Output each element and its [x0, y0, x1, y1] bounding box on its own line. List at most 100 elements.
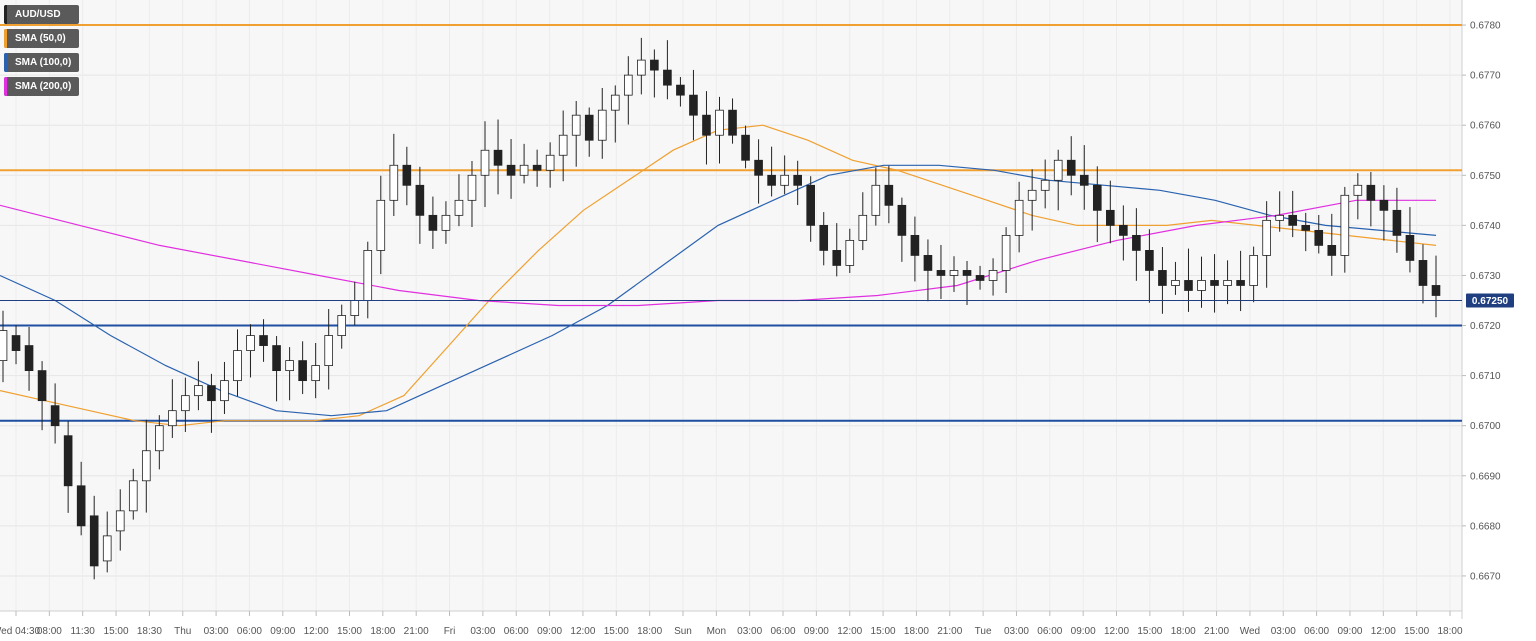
candle: [480, 121, 490, 208]
candle: [1119, 205, 1128, 261]
candle-body: [663, 69, 672, 86]
candle: [194, 361, 203, 411]
x-tick-label: 09:00: [537, 626, 562, 637]
y-tick-label: 0.6690: [1470, 471, 1501, 482]
candle: [597, 87, 607, 159]
candle: [663, 40, 672, 100]
candle: [519, 143, 529, 184]
candle: [337, 304, 347, 349]
x-tick-label: 03:00: [1271, 626, 1296, 637]
candle-body: [728, 109, 737, 136]
candle: [741, 125, 750, 169]
x-tick-label: 08:00: [37, 626, 62, 637]
legend-swatch: [4, 5, 7, 24]
candle-body: [1379, 199, 1389, 211]
candle-body: [1353, 184, 1363, 196]
x-tick-label: 15:00: [604, 626, 629, 637]
x-tick-label: 18:00: [370, 626, 395, 637]
y-tick-label: 0.6700: [1470, 421, 1501, 432]
candle: [1001, 227, 1011, 293]
x-tick-label: 15:00: [337, 626, 362, 637]
candle: [1262, 201, 1271, 288]
candle-body: [0, 330, 8, 361]
candle-body: [493, 149, 503, 166]
candle: [1353, 173, 1363, 220]
candle-body: [376, 199, 386, 251]
candle-body: [1366, 184, 1376, 201]
candle: [428, 196, 438, 249]
candle-body: [363, 250, 373, 301]
candle: [806, 176, 815, 242]
x-tick-label: Tue: [975, 626, 992, 637]
legend-item[interactable]: SMA (50,0): [4, 29, 80, 48]
x-tick-label: 18:30: [137, 626, 162, 637]
candle-body: [754, 159, 763, 176]
candle: [0, 310, 8, 383]
candle-body: [1027, 189, 1037, 201]
legend-item[interactable]: SMA (200,0): [4, 77, 80, 96]
legend-item[interactable]: AUD/USD: [4, 5, 80, 24]
x-tick-label: 12:00: [837, 626, 862, 637]
candle-body: [128, 480, 138, 512]
candle-body: [24, 345, 34, 372]
candle: [702, 91, 711, 165]
candle: [936, 244, 946, 299]
candle: [1340, 186, 1350, 273]
candle-body: [910, 234, 920, 256]
x-tick-label: Mon: [707, 626, 726, 637]
sma-line: [0, 164, 1437, 417]
legend-item[interactable]: SMA (100,0): [4, 53, 80, 72]
x-tick-label: 21:00: [404, 626, 429, 637]
candle: [220, 361, 229, 414]
x-tick-label: 03:00: [1004, 626, 1029, 637]
plot-background: [0, 0, 1462, 611]
candle-body: [1145, 250, 1154, 271]
candle-body: [793, 174, 802, 186]
candle: [311, 342, 320, 399]
x-tick-label: 18:00: [1437, 626, 1462, 637]
candle-body: [897, 204, 907, 236]
candle: [1092, 166, 1102, 243]
candle: [1027, 169, 1037, 231]
x-tick-label: Sun: [674, 626, 692, 637]
candle-body: [415, 184, 425, 216]
candle: [754, 139, 763, 204]
candle-body: [571, 114, 581, 136]
candle: [155, 415, 164, 470]
candle: [897, 197, 907, 262]
x-tick-label: 18:00: [637, 626, 662, 637]
candle-body: [819, 224, 829, 251]
candle-body: [962, 270, 972, 276]
candle: [650, 49, 659, 98]
candle-body: [936, 270, 946, 276]
candle-body: [115, 510, 125, 532]
candle-body: [1314, 229, 1324, 246]
candle: [767, 146, 776, 197]
candle: [259, 319, 268, 362]
candle: [610, 85, 620, 143]
candle: [102, 511, 112, 573]
candle-body: [1340, 194, 1350, 256]
candle-body: [884, 184, 894, 206]
candle-body: [1210, 280, 1219, 286]
candle: [233, 329, 242, 397]
candle-body: [741, 134, 750, 161]
candle: [1197, 256, 1206, 308]
candle-body: [324, 335, 333, 366]
candle-body: [1092, 184, 1102, 211]
y-tick-label: 0.6710: [1470, 371, 1501, 382]
candle: [493, 119, 503, 195]
candle-body: [181, 395, 190, 412]
candle-body: [402, 164, 412, 186]
candle-body: [650, 59, 659, 71]
chart-legend: AUD/USD SMA (50,0) SMA (100,0) SMA (200,0): [4, 5, 80, 96]
candle-body: [715, 109, 724, 136]
candle-body: [168, 410, 177, 427]
candle-body: [11, 335, 21, 351]
candle-body: [285, 360, 294, 372]
candle: [37, 361, 47, 431]
candle-body: [76, 485, 86, 527]
legend-label: SMA (200,0): [15, 81, 72, 92]
x-tick-label: 06:00: [237, 626, 262, 637]
